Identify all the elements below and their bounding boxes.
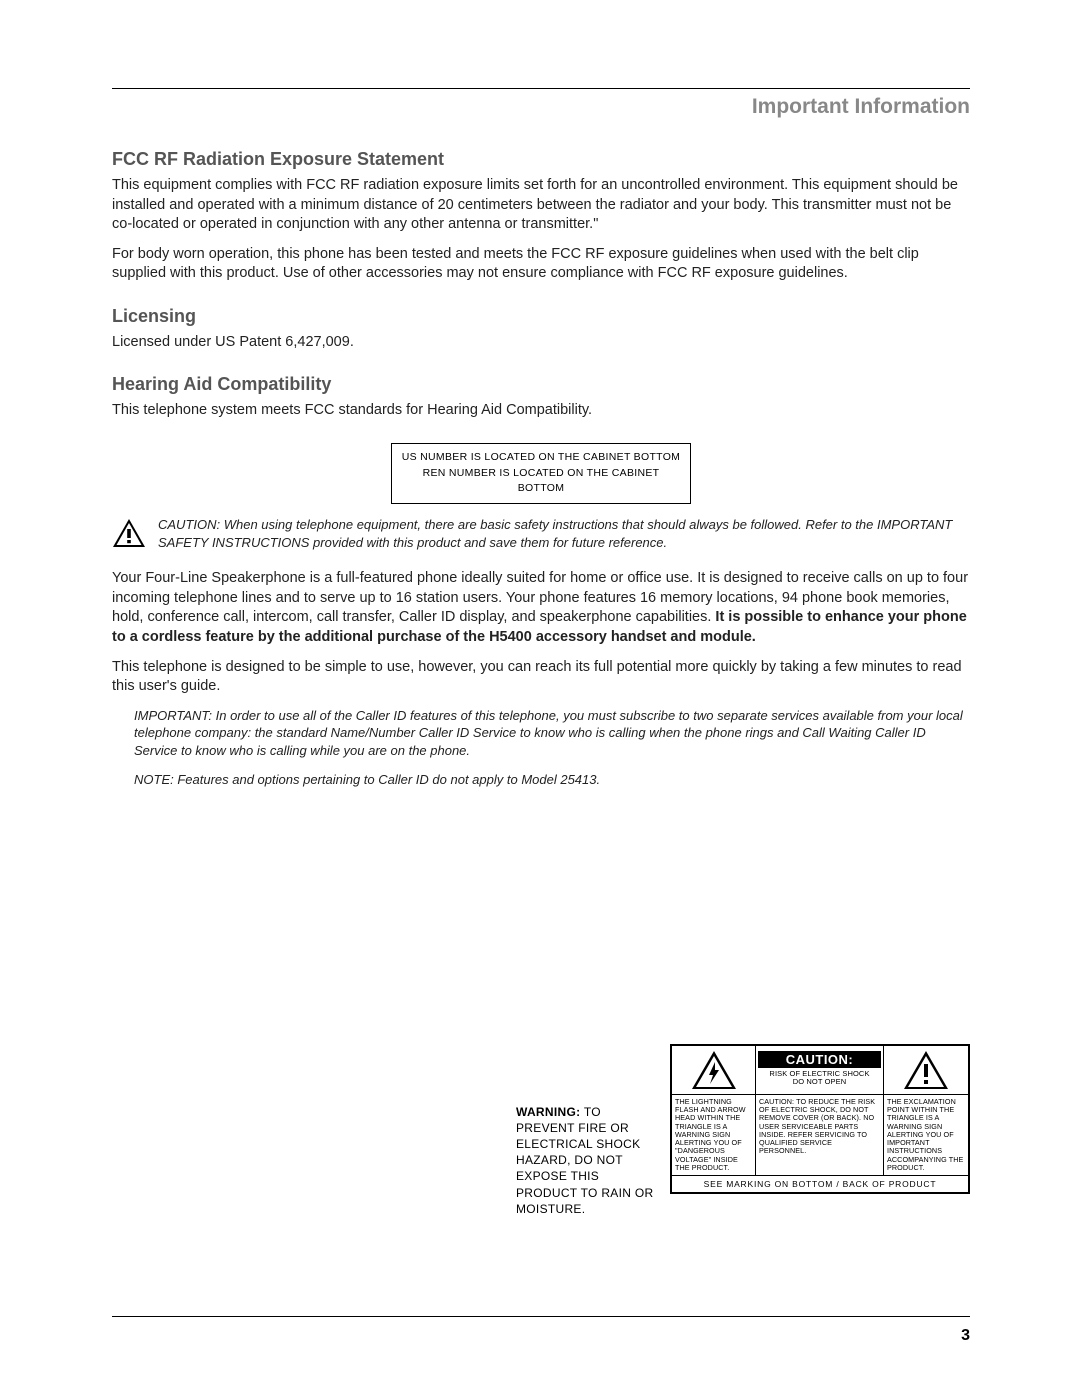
infobox-line2: REN NUMBER IS LOCATED ON THE CABINET BOT… [400,466,682,498]
exclaim-triangle-icon [903,1050,949,1090]
warning-rest: TO PREVENT FIRE OR ELECTRICAL SHOCK HAZA… [516,1105,653,1216]
licensing-text: Licensed under US Patent 6,427,009. [112,333,970,353]
infobox-line1: US NUMBER IS LOCATED ON THE CABINET BOTT… [400,450,682,466]
intro-p1: Your Four-Line Speakerphone is a full-fe… [112,569,970,647]
caution-footer: SEE MARKING ON BOTTOM / BACK OF PRODUCT [672,1176,968,1192]
desc-mid: CAUTION: TO REDUCE THE RISK OF ELECTRIC … [756,1095,884,1176]
page-content: Important Information FCC RF Radiation E… [0,0,1080,861]
fcc-p2: For body worn operation, this phone has … [112,245,970,284]
caution-sub: RISK OF ELECTRIC SHOCK DO NOT OPEN [767,1068,871,1089]
lightning-cell [672,1046,756,1094]
warning-text: WARNING: TO PREVENT FIRE OR ELECTRICAL S… [516,1104,656,1217]
caution-label: CAUTION: [758,1051,881,1068]
page-number: 3 [961,1327,970,1345]
caution-label-cell: CAUTION: RISK OF ELECTRIC SHOCK DO NOT O… [756,1046,884,1094]
caution-box: CAUTION: RISK OF ELECTRIC SHOCK DO NOT O… [670,1044,970,1195]
caution-row: CAUTION: When using telephone equipment,… [112,516,970,551]
fcc-heading: FCC RF Radiation Exposure Statement [112,149,970,170]
licensing-heading: Licensing [112,306,970,327]
model-note: NOTE: Features and options pertaining to… [134,771,966,789]
top-rule [112,88,970,89]
bottom-rule [112,1316,970,1317]
warning-bold: WARNING: [516,1105,580,1119]
hearing-block: Hearing Aid Compatibility This telephone… [112,374,970,421]
hearing-text: This telephone system meets FCC standard… [112,401,970,421]
licensing-block: Licensing Licensed under US Patent 6,427… [112,306,970,353]
important-note: IMPORTANT: In order to use all of the Ca… [134,707,966,760]
fcc-block: FCC RF Radiation Exposure Statement This… [112,149,970,284]
caution-note: CAUTION: When using telephone equipment,… [158,516,970,551]
warning-triangle-icon [112,518,146,548]
intro-p2: This telephone is designed to be simple … [112,658,970,697]
bottom-warning-area: WARNING: TO PREVENT FIRE OR ELECTRICAL S… [112,1044,970,1217]
caution-top-row: CAUTION: RISK OF ELECTRIC SHOCK DO NOT O… [672,1046,968,1095]
hearing-heading: Hearing Aid Compatibility [112,374,970,395]
lightning-triangle-icon [691,1050,737,1090]
cabinet-info-box: US NUMBER IS LOCATED ON THE CABINET BOTT… [391,443,691,504]
caution-sub2: DO NOT OPEN [769,1078,869,1087]
desc-right: THE EXCLAMATION POINT WITHIN THE TRIANGL… [884,1095,968,1176]
section-header: Important Information [112,95,970,119]
desc-left: THE LIGHTNING FLASH AND ARROW HEAD WITHI… [672,1095,756,1176]
fcc-p1: This equipment complies with FCC RF radi… [112,176,970,235]
caution-desc-row: THE LIGHTNING FLASH AND ARROW HEAD WITHI… [672,1095,968,1177]
exclaim-cell [884,1046,968,1094]
